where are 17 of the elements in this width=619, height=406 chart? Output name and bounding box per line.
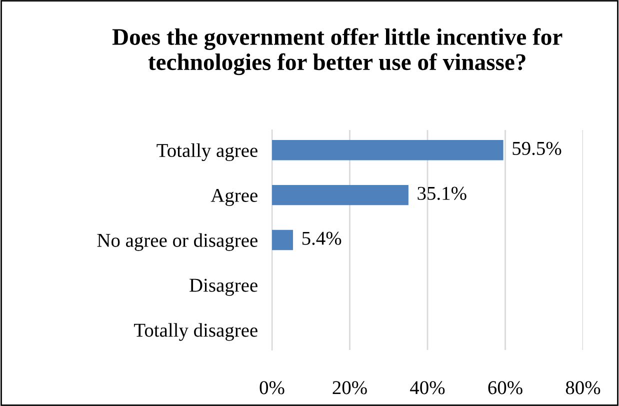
data-label: 59.5% [512, 142, 562, 156]
x-tick-label: 0% [260, 381, 284, 394]
y-tick-label: Agree [210, 188, 258, 206]
x-tick-label: 60% [488, 381, 522, 394]
x-tick-label: 20% [332, 381, 367, 394]
x-tick-label: 80% [566, 381, 600, 394]
chart-title: Does the government offer little incentive for technologies for better use of vinasse? [112, 28, 562, 76]
y-tick-label: Totally disagree [134, 323, 258, 341]
data-label: 5.4% [302, 232, 342, 245]
bar [272, 140, 504, 160]
x-tick-label: 40% [410, 381, 445, 394]
bar [272, 184, 408, 206]
data-label: 35.1% [418, 186, 466, 200]
bar [272, 230, 293, 250]
y-tick-label: Disagree [190, 278, 258, 296]
y-tick-label: No agree or disagree [97, 233, 258, 251]
y-tick-label: Totally agree [156, 143, 258, 162]
